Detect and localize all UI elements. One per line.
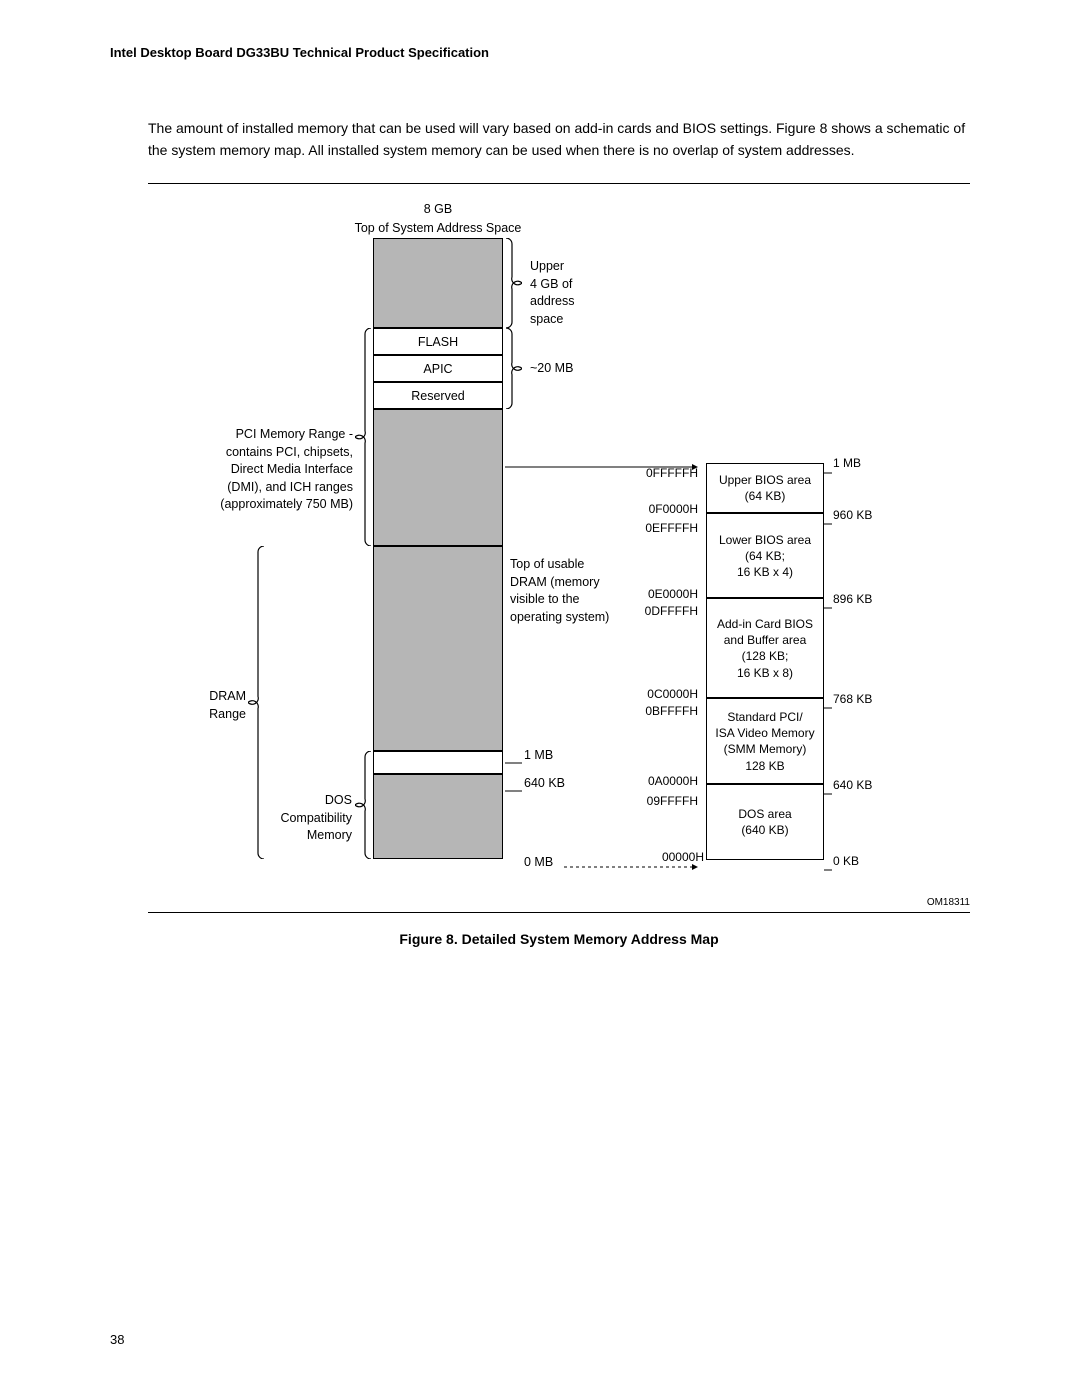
size-tick	[824, 784, 832, 786]
detail-block: Upper BIOS area (64 KB)	[706, 463, 824, 513]
hex-address: 0E0000H	[626, 587, 698, 601]
hex-address: 0DFFFFH	[626, 604, 698, 618]
size-tick	[824, 598, 832, 600]
size-tick	[824, 698, 832, 700]
label-top-usable-dram: Top of usableDRAM (memoryvisible to theo…	[510, 556, 609, 626]
memory-block	[373, 774, 503, 859]
figure-caption: Figure 8. Detailed System Memory Address…	[148, 931, 970, 947]
label-20mb: ~20 MB	[530, 360, 573, 378]
memory-block	[373, 751, 503, 774]
page-number: 38	[110, 1332, 124, 1347]
brace-upper4gb	[506, 238, 522, 328]
hex-address: 0FFFFFH	[626, 466, 698, 480]
size-marker: 960 KB	[833, 508, 872, 522]
size-marker: 0 KB	[833, 854, 859, 868]
hex-address: 0EFFFFH	[626, 521, 698, 535]
detail-block: Standard PCI/ISA Video Memory (SMM Memor…	[706, 698, 824, 784]
tick-line	[505, 781, 522, 783]
hex-address: 0A0000H	[626, 774, 698, 788]
memory-block: Reserved	[373, 382, 503, 409]
brace-20mb	[506, 328, 522, 409]
mark-640kb: 640 KB	[524, 775, 565, 793]
memory-block	[373, 546, 503, 751]
detail-block: Lower BIOS area(64 KB;16 KB x 4)	[706, 513, 824, 598]
hex-address: 0BFFFFH	[626, 704, 698, 718]
memory-block: FLASH	[373, 328, 503, 355]
mark-0mb: 0 MB	[524, 854, 553, 872]
page-header: Intel Desktop Board DG33BU Technical Pro…	[110, 45, 970, 60]
size-marker: 640 KB	[833, 778, 872, 792]
detail-block: Add-in Card BIOS and Buffer area (128 KB…	[706, 598, 824, 698]
label-dram-range: DRAMRange	[188, 688, 246, 723]
size-marker: 896 KB	[833, 592, 872, 606]
memory-block	[373, 238, 503, 328]
label-upper-4gb: Upper4 GB ofaddressspace	[530, 258, 574, 328]
tick-line	[505, 753, 522, 755]
figure-id: OM18311	[927, 897, 970, 908]
brace-pci	[355, 328, 371, 546]
size-marker: 1 MB	[833, 456, 861, 470]
memory-block	[373, 409, 503, 546]
size-tick	[824, 860, 832, 862]
memory-map-diagram: 8 GBTop of System Address SpaceFLASHAPIC…	[148, 183, 970, 913]
detail-block: DOS area(640 KB)	[706, 784, 824, 860]
size-tick	[824, 463, 832, 465]
hex-address: 09FFFFH	[626, 794, 698, 808]
mark-1mb: 1 MB	[524, 747, 553, 765]
hex-address: 0F0000H	[626, 502, 698, 516]
hex-address: 00000H	[632, 850, 704, 864]
intro-paragraph: The amount of installed memory that can …	[148, 118, 970, 161]
brace-dos	[355, 751, 371, 859]
label-pci-range: PCI Memory Range -contains PCI, chipsets…	[148, 426, 353, 514]
main-memory-column: FLASHAPICReserved	[373, 198, 503, 898]
size-marker: 768 KB	[833, 692, 872, 706]
hex-address: 0C0000H	[626, 687, 698, 701]
detail-memory-column: Upper BIOS area (64 KB)Lower BIOS area(6…	[706, 198, 824, 898]
label-dos-compat: DOSCompatibilityMemory	[250, 792, 352, 845]
size-tick	[824, 514, 832, 516]
memory-block: APIC	[373, 355, 503, 382]
